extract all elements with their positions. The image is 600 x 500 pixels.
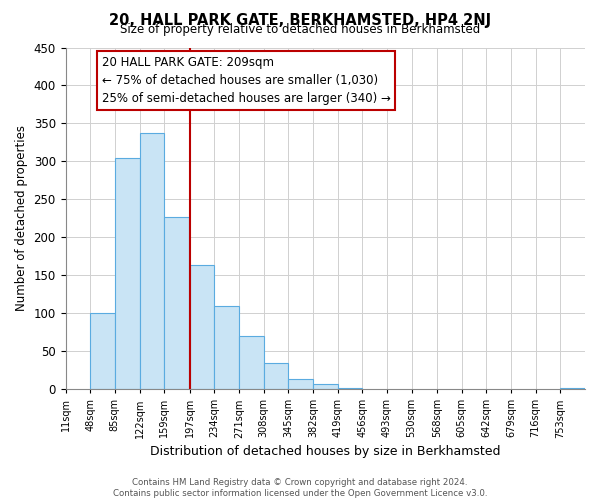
- Bar: [263, 362, 288, 389]
- Text: 20, HALL PARK GATE, BERKHAMSTED, HP4 2NJ: 20, HALL PARK GATE, BERKHAMSTED, HP4 2NJ: [109, 12, 491, 28]
- Bar: [90, 313, 115, 389]
- Bar: [313, 384, 338, 389]
- Bar: [140, 134, 164, 389]
- Bar: [214, 306, 239, 389]
- Bar: [288, 380, 313, 389]
- Y-axis label: Number of detached properties: Number of detached properties: [15, 126, 28, 312]
- Text: 20 HALL PARK GATE: 209sqm
← 75% of detached houses are smaller (1,030)
25% of se: 20 HALL PARK GATE: 209sqm ← 75% of detac…: [102, 56, 391, 105]
- Bar: [115, 158, 140, 389]
- Text: Size of property relative to detached houses in Berkhamsted: Size of property relative to detached ho…: [120, 24, 480, 36]
- Bar: [239, 336, 263, 389]
- X-axis label: Distribution of detached houses by size in Berkhamsted: Distribution of detached houses by size …: [150, 444, 500, 458]
- Bar: [190, 266, 214, 389]
- Bar: [560, 388, 585, 389]
- Bar: [338, 388, 362, 389]
- Bar: [164, 217, 189, 389]
- Text: Contains HM Land Registry data © Crown copyright and database right 2024.
Contai: Contains HM Land Registry data © Crown c…: [113, 478, 487, 498]
